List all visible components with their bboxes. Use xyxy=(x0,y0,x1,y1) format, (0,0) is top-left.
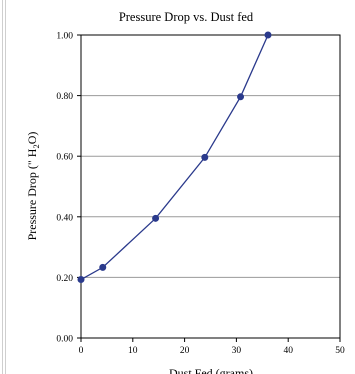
y-tick-label: 0.60 xyxy=(56,153,73,163)
y-axis-label-subscript: 2 xyxy=(31,144,41,148)
x-tick-label: 50 xyxy=(335,346,345,356)
y-axis-label-end: O) xyxy=(25,132,39,145)
y-axis-label-main: Pressure Drop (" H xyxy=(25,148,39,240)
series-line xyxy=(80,34,269,281)
data-point xyxy=(77,276,85,284)
x-tick-label: 20 xyxy=(180,346,190,356)
y-tick-label: 0.00 xyxy=(56,335,73,345)
data-point xyxy=(264,31,272,39)
y-tick-label: 0.20 xyxy=(56,274,73,284)
plot-area-frame xyxy=(80,34,341,339)
data-point xyxy=(152,214,160,222)
y-axis-label: Pressure Drop (" H2O) xyxy=(25,132,41,241)
x-tick-label: 10 xyxy=(128,346,138,356)
axis-ticks: 0.00 0.20 0.40 0.60 0.80 1.00 0 10 20 30 40 50 xyxy=(56,32,345,357)
x-axis-label: Dust Fed (grams) xyxy=(169,366,253,374)
x-tick-label: 40 xyxy=(283,346,293,356)
x-tick-label: 0 xyxy=(79,346,84,356)
data-point xyxy=(201,153,209,161)
frame-border-left xyxy=(2,0,3,374)
data-point xyxy=(99,263,107,271)
y-tick-label: 1.00 xyxy=(56,32,73,42)
data-series xyxy=(77,31,272,284)
data-point xyxy=(237,93,245,101)
x-tick-label: 30 xyxy=(232,346,242,356)
frame-border-left-inner xyxy=(5,0,6,374)
y-tick-label: 0.40 xyxy=(56,213,73,223)
chart-title: Pressure Drop vs. Dust fed xyxy=(119,10,254,24)
y-tick-label: 0.80 xyxy=(56,92,73,102)
grid-lines xyxy=(81,95,340,278)
